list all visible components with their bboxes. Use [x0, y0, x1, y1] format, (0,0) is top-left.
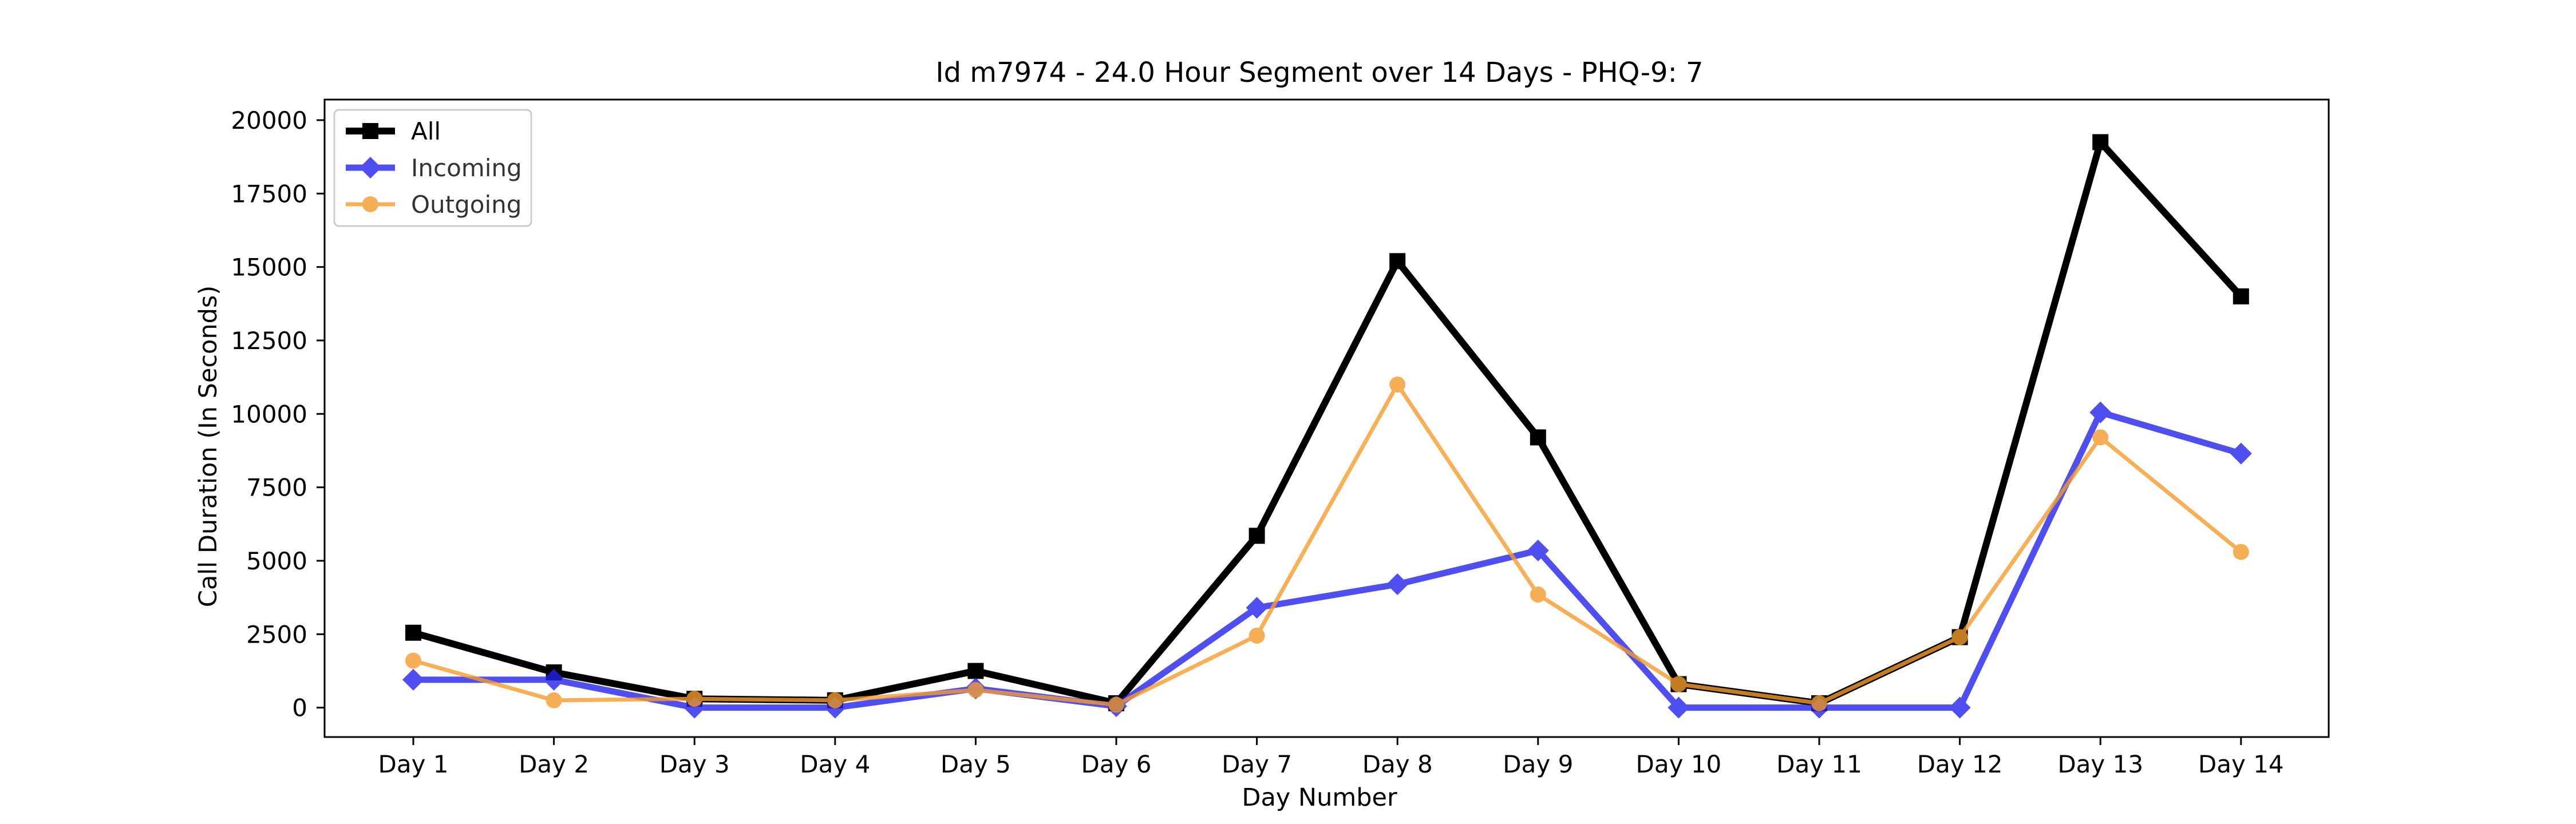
data-point-all-5 [967, 663, 984, 679]
data-point-outgoing-14 [2233, 544, 2249, 560]
data-point-incoming-12 [1949, 696, 1971, 719]
y-tick-label: 0 [292, 694, 307, 722]
x-tick-label: Day 10 [1636, 750, 1722, 778]
y-tick-label: 15000 [231, 253, 307, 282]
y-tick-label: 2500 [246, 620, 307, 648]
legend-marker [359, 157, 381, 179]
data-point-outgoing-3 [686, 691, 703, 707]
y-tick-label: 17500 [231, 180, 307, 208]
plot-frame [323, 98, 2330, 738]
data-point-outgoing-10 [1670, 676, 1687, 692]
x-tick-label: Day 2 [519, 750, 589, 778]
x-axis-label: Day Number [1242, 783, 1397, 812]
data-point-outgoing-2 [546, 692, 562, 708]
data-point-all-13 [2092, 134, 2109, 150]
data-point-all-14 [2233, 288, 2249, 304]
series-line-incoming [410, 409, 2245, 711]
data-point-incoming-13 [2089, 401, 2112, 423]
legend: All Incoming Outgoing [333, 109, 532, 227]
data-point-outgoing-9 [1530, 587, 1546, 603]
series-incoming [402, 401, 2252, 719]
data-point-outgoing-11 [1811, 695, 1827, 711]
axes: Day 1 Day 2 Day 3 Day 4 Day 5 Day 6 Day 7 Day 8… [231, 98, 2330, 778]
data-point-outgoing-5 [967, 682, 984, 698]
legend-entry-all: All [346, 117, 441, 145]
legend-box [333, 109, 532, 227]
data-point-incoming-1 [402, 668, 424, 691]
y-tick-label: 10000 [231, 400, 307, 428]
legend-marker [362, 196, 378, 212]
y-tick-label: 5000 [246, 547, 307, 575]
y-tick-label: 20000 [231, 106, 307, 134]
data-point-incoming-14 [2230, 442, 2252, 465]
x-tick-label: Day 6 [1081, 750, 1151, 778]
data-point-outgoing-1 [405, 652, 421, 669]
x-tick-label: Day 14 [2198, 750, 2284, 778]
y-tick-label: 12500 [231, 327, 307, 355]
x-tick-label: Day 12 [1917, 750, 2003, 778]
legend-label: All [411, 117, 441, 145]
series-line-all [410, 138, 2245, 707]
data-point-outgoing-13 [2092, 429, 2109, 446]
x-tick-label: Day 1 [378, 750, 448, 778]
data-point-all-7 [1249, 528, 1265, 544]
data-point-outgoing-8 [1389, 376, 1406, 393]
x-tick-label: Day 8 [1362, 750, 1433, 778]
plot-area [402, 134, 2252, 719]
series-all [405, 134, 2249, 711]
x-tick-label: Day 3 [659, 750, 730, 778]
data-point-outgoing-12 [1951, 629, 1968, 645]
data-point-all-8 [1389, 253, 1406, 270]
data-point-incoming-2 [543, 668, 565, 691]
data-point-incoming-8 [1386, 573, 1409, 596]
legend-entry-incoming: Incoming [346, 154, 522, 182]
data-point-outgoing-6 [1108, 696, 1124, 713]
data-point-incoming-10 [1668, 696, 1690, 719]
y-tick-label: 7500 [246, 474, 307, 502]
legend-entry-outgoing: Outgoing [346, 191, 521, 219]
legend-marker [362, 123, 378, 139]
legend-label: Outgoing [411, 191, 521, 219]
data-point-outgoing-7 [1249, 627, 1265, 644]
legend-label: Incoming [411, 154, 522, 182]
series-line-outgoing [411, 382, 2243, 707]
data-point-incoming-9 [1527, 540, 1549, 562]
y-axis-label: Call Duration (In Seconds) [194, 286, 223, 607]
x-tick-label: Day 13 [2057, 750, 2143, 778]
x-tick-label: Day 9 [1503, 750, 1573, 778]
x-tick-label: Day 7 [1222, 750, 1292, 778]
data-point-outgoing-4 [827, 692, 843, 708]
x-tick-label: Day 4 [800, 750, 870, 778]
chart-title: Id m7974 - 24.0 Hour Segment over 14 Day… [935, 57, 1703, 89]
series-outgoing [405, 376, 2249, 713]
data-point-all-1 [405, 624, 421, 641]
x-tick-label: Day 11 [1776, 750, 1862, 778]
data-point-incoming-7 [1246, 597, 1268, 619]
x-tick-label: Day 5 [941, 750, 1011, 778]
data-point-all-9 [1530, 429, 1546, 446]
